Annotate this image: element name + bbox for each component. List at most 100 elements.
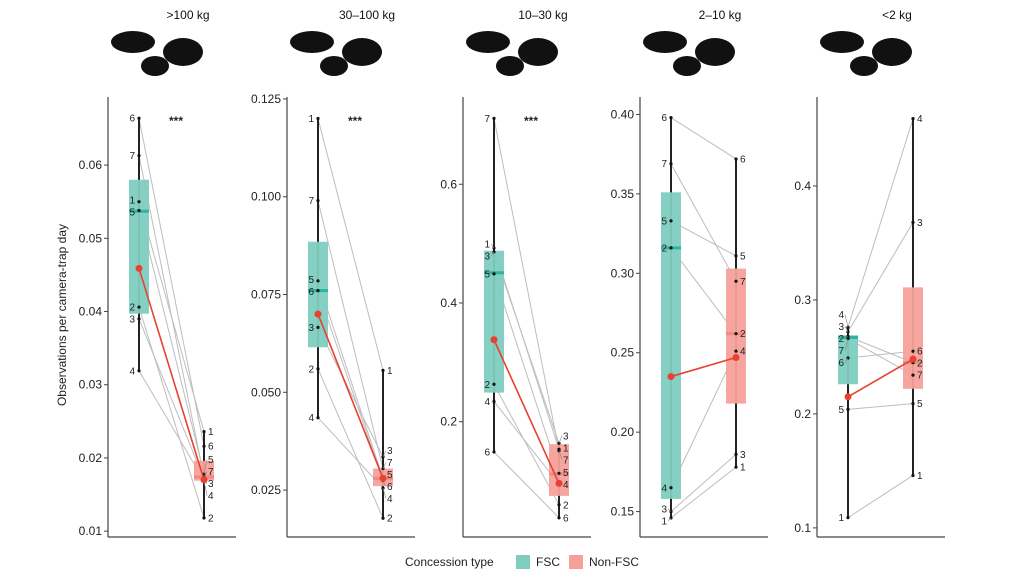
y-tick-label: 0.15	[611, 505, 635, 519]
point-label: 6	[838, 358, 844, 369]
y-tick-label: 0.30	[611, 266, 635, 280]
point-label: 1	[387, 366, 393, 377]
data-point	[557, 503, 561, 507]
pair-line	[317, 368, 384, 519]
label-leader-line	[382, 450, 387, 457]
point-label: 1	[661, 516, 667, 527]
y-tick-label: 0.6	[440, 177, 457, 191]
y-tick-label: 0.01	[79, 524, 103, 538]
point-label: 2	[208, 513, 214, 524]
animal-silhouette-icon	[820, 31, 864, 53]
point-label: 3	[387, 446, 393, 457]
label-leader-line	[844, 314, 849, 328]
point-label: 2	[917, 358, 923, 369]
y-tick-label: 0.40	[611, 107, 635, 121]
data-point	[911, 349, 915, 353]
data-point	[137, 116, 141, 120]
point-label: 3	[740, 450, 746, 461]
label-leader-line	[382, 462, 387, 469]
mean-point-fsc	[667, 373, 675, 381]
data-point	[381, 368, 385, 372]
point-label: 6	[563, 513, 569, 524]
legend-swatch-nonfsc	[569, 555, 583, 569]
y-tick-label: 0.4	[794, 179, 811, 193]
point-label: 6	[129, 114, 135, 125]
pair-line	[138, 306, 205, 519]
data-point	[492, 450, 496, 454]
data-point	[911, 373, 915, 377]
point-label: 7	[208, 467, 214, 478]
box-fsc	[661, 192, 681, 499]
data-point	[846, 407, 850, 411]
point-label: 6	[917, 346, 923, 357]
y-tick-label: 0.04	[79, 305, 103, 319]
point-label: 4	[661, 483, 667, 494]
mean-point-nonfsc	[909, 355, 917, 363]
data-point	[492, 399, 496, 404]
label-leader-line	[667, 517, 672, 521]
point-label: 6	[484, 447, 490, 458]
point-label: 3	[484, 251, 490, 262]
data-point	[669, 246, 673, 250]
animal-silhouette-icon	[320, 56, 348, 76]
point-label: 7	[838, 346, 844, 357]
y-tick-label: 0.1	[794, 521, 811, 535]
significance-label: ***	[169, 114, 183, 128]
y-tick-label: 0.05	[79, 231, 103, 245]
point-label: 3	[917, 218, 923, 229]
point-label: 7	[661, 159, 667, 170]
point-label: 1	[563, 443, 569, 454]
mean-point-fsc	[490, 336, 498, 344]
y-tick-label: 0.02	[79, 451, 103, 465]
data-point	[316, 279, 320, 283]
pair-line	[670, 454, 737, 512]
point-label: 7	[484, 114, 490, 125]
pair-line	[847, 335, 914, 364]
point-label: 1	[129, 196, 135, 207]
point-label: 5	[563, 468, 569, 479]
pair-line	[847, 118, 914, 328]
point-label: 2	[387, 514, 393, 525]
data-point	[316, 367, 320, 371]
panel-1: 30–100 kg0.0250.0500.0750.1000.125***175…	[251, 8, 415, 538]
pair-line	[317, 118, 384, 371]
animal-silhouette-icon	[141, 56, 169, 76]
y-axis-label: Observations per camera-trap day	[55, 224, 69, 406]
mean-point-fsc	[314, 310, 322, 318]
animal-silhouette-icon	[695, 38, 735, 66]
pair-line	[138, 318, 205, 480]
y-tick-label: 0.100	[251, 190, 281, 204]
point-label: 5	[308, 275, 314, 286]
point-label: 1	[308, 114, 314, 125]
point-label: 4	[740, 347, 746, 358]
data-point	[557, 516, 561, 520]
panel-title: 2–10 kg	[699, 8, 742, 22]
label-leader-line	[490, 251, 495, 257]
point-label: 6	[661, 113, 667, 124]
panel-title: 10–30 kg	[518, 8, 567, 22]
point-label: 1	[838, 513, 844, 524]
data-point	[381, 516, 385, 520]
label-leader-line	[490, 243, 495, 249]
point-label: 5	[838, 405, 844, 416]
point-label: 7	[387, 458, 393, 469]
box-non-fsc	[549, 444, 569, 496]
data-point	[137, 200, 141, 204]
point-label: 4	[563, 480, 569, 491]
point-label: 4	[208, 491, 214, 502]
pair-line	[670, 117, 737, 160]
y-tick-label: 0.25	[611, 346, 635, 360]
mean-point-fsc	[844, 393, 852, 401]
data-point	[316, 116, 320, 121]
data-point	[846, 516, 850, 520]
y-tick-label: 0.20	[611, 425, 635, 439]
animal-silhouette-icon	[342, 38, 382, 66]
y-tick-label: 0.03	[79, 378, 103, 392]
label-leader-line	[667, 508, 672, 512]
data-point	[316, 289, 320, 293]
point-label: 3	[563, 431, 569, 442]
pair-line	[847, 350, 914, 359]
point-label: 7	[740, 277, 746, 288]
pair-line	[493, 401, 560, 485]
point-label: 5	[387, 470, 393, 481]
